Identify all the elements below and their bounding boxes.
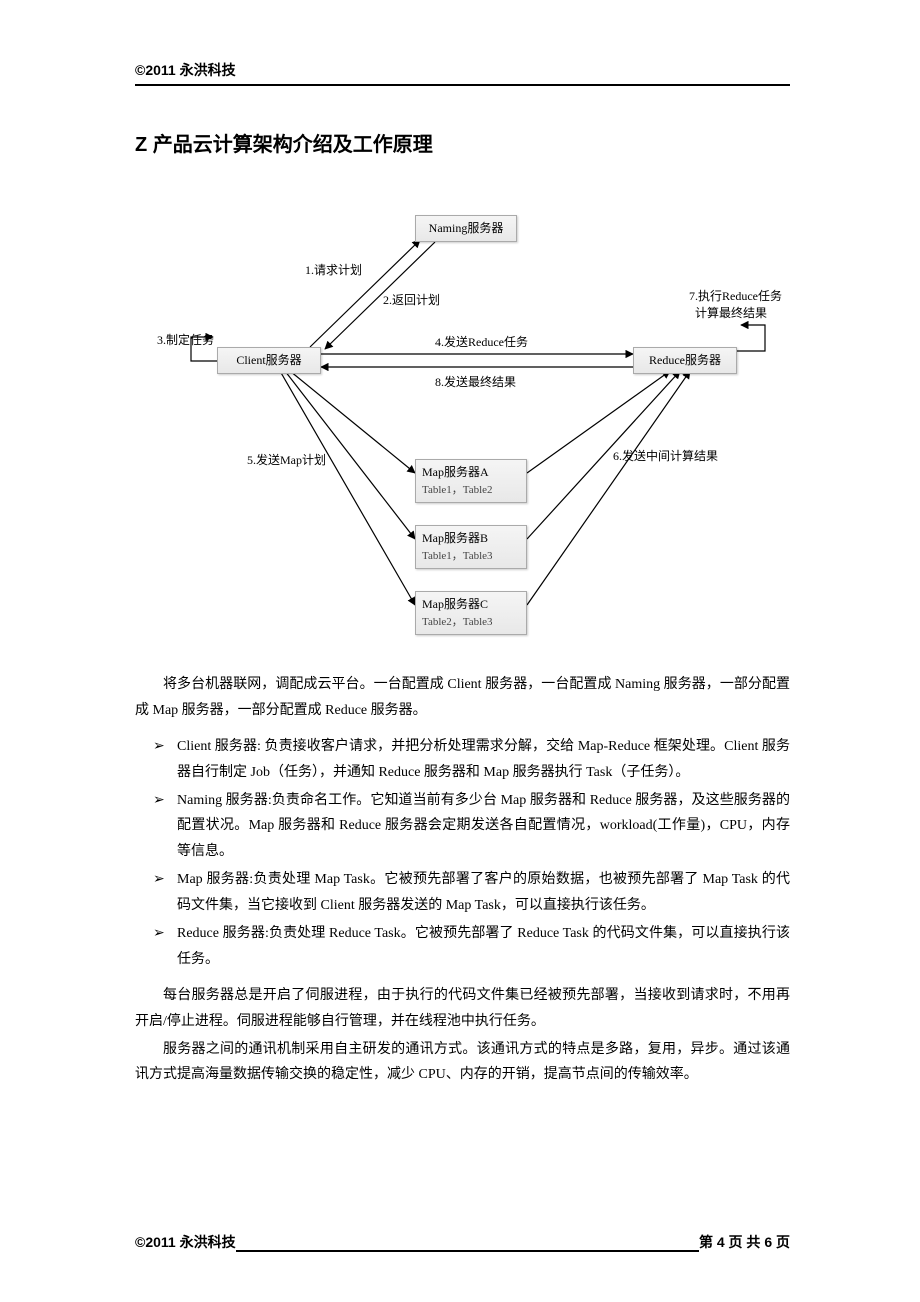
node-map-b: Map服务器B Table1，Table3 xyxy=(415,525,527,569)
node-map-c: Map服务器C Table2，Table3 xyxy=(415,591,527,635)
node-map-c-sub: Table2，Table3 xyxy=(422,616,493,628)
edge-label-1: 1.请求计划 xyxy=(305,261,362,278)
paragraph-2: 每台服务器总是开启了伺服进程，由于执行的代码文件集已经被预先部署，当接收到请求时… xyxy=(135,983,790,1035)
edge-label-6: 6.发送中间计算结果 xyxy=(613,447,718,464)
edge-label-7: 7.执行Reduce任务 计算最终结果 xyxy=(689,287,782,321)
page-title: Z 产品云计算架构介绍及工作原理 xyxy=(135,128,790,157)
node-map-a: Map服务器A Table1，Table2 xyxy=(415,459,527,503)
architecture-diagram: Naming服务器 Client服务器 Reduce服务器 Map服务器A Ta… xyxy=(135,187,795,657)
diagram-arrows xyxy=(135,187,795,657)
bullet-map: Map 服务器:负责处理 Map Task。它被预先部署了客户的原始数据，也被预… xyxy=(153,867,790,919)
footer-page-number: 第 4 页 共 6 页 xyxy=(699,1232,790,1252)
node-map-b-label: Map服务器B xyxy=(422,531,488,545)
node-naming: Naming服务器 xyxy=(415,215,517,242)
node-client-label: Client服务器 xyxy=(236,353,301,367)
bullet-client: Client 服务器: 负责接收客户请求，并把分析处理需求分解，交给 Map-R… xyxy=(153,734,790,786)
node-naming-label: Naming服务器 xyxy=(429,221,504,235)
node-map-b-sub: Table1，Table3 xyxy=(422,550,493,562)
node-client: Client服务器 xyxy=(217,347,321,374)
node-reduce: Reduce服务器 xyxy=(633,347,737,374)
header-rule xyxy=(135,84,790,86)
paragraph-3: 服务器之间的通讯机制采用自主研发的通讯方式。该通讯方式的特点是多路，复用，异步。… xyxy=(135,1037,790,1089)
body-text: 将多台机器联网，调配成云平台。一台配置成 Client 服务器，一台配置成 Na… xyxy=(135,672,790,1088)
node-map-c-label: Map服务器C xyxy=(422,597,488,611)
edge-label-8: 8.发送最终结果 xyxy=(435,373,516,390)
footer-copyright: ©2011 永洪科技 xyxy=(135,1232,236,1252)
node-map-a-label: Map服务器A xyxy=(422,465,489,479)
edge-label-3: 3.制定任务 xyxy=(157,331,214,348)
bullet-naming: Naming 服务器:负责命名工作。它知道当前有多少台 Map 服务器和 Red… xyxy=(153,788,790,866)
server-description-list: Client 服务器: 负责接收客户请求，并把分析处理需求分解，交给 Map-R… xyxy=(153,734,790,973)
node-reduce-label: Reduce服务器 xyxy=(649,353,721,367)
edge-label-5: 5.发送Map计划 xyxy=(247,451,326,468)
bullet-reduce: Reduce 服务器:负责处理 Reduce Task。它被预先部署了 Redu… xyxy=(153,921,790,973)
header-copyright: ©2011 永洪科技 xyxy=(135,60,790,84)
intro-paragraph: 将多台机器联网，调配成云平台。一台配置成 Client 服务器，一台配置成 Na… xyxy=(135,672,790,724)
node-map-a-sub: Table1，Table2 xyxy=(422,484,493,496)
edge-label-2: 2.返回计划 xyxy=(383,291,440,308)
edge-label-4: 4.发送Reduce任务 xyxy=(435,333,528,350)
